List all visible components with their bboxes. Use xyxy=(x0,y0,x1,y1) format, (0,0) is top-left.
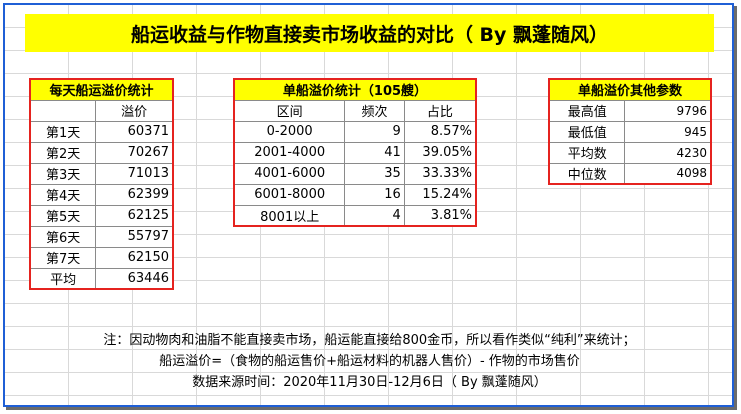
table-row: 第2天 70267 xyxy=(29,141,174,164)
percentage-cell: 15.24% xyxy=(403,183,477,206)
row-label: 第2天 xyxy=(29,141,97,164)
note-line: 注：因动物肉和油脂不能直接卖市场，船运能直接给800金币，所以看作类似“纯利”来… xyxy=(103,333,636,348)
column-header-percentage: 占比 xyxy=(403,99,477,122)
param-value: 4098 xyxy=(624,162,712,185)
row-label: 第1天 xyxy=(29,120,97,143)
range-cell: 6001-8000 xyxy=(233,183,346,206)
row-value: 70267 xyxy=(95,141,174,164)
note-line: 数据来源时间：2020年11月30日-12月6日（ By 飘蓬随风） xyxy=(192,375,547,390)
table-row: 中位数 4098 xyxy=(548,162,712,185)
table-row: 6001-8000 16 15.24% xyxy=(233,183,477,206)
row-value: 62399 xyxy=(95,183,174,206)
percentage-cell: 33.33% xyxy=(403,162,477,185)
column-header-frequency: 频次 xyxy=(344,99,405,122)
frequency-cell: 16 xyxy=(344,183,405,206)
ship-table-header: 单船溢价统计（105艘） xyxy=(233,78,477,101)
range-cell: 4001-6000 xyxy=(233,162,346,185)
frequency-cell: 35 xyxy=(344,162,405,185)
table-row: 最高值 9796 xyxy=(548,99,712,122)
ship-params-table: 单船溢价其他参数 最高值 9796 最低值 945 平均数 4230 中位数 4098 xyxy=(548,78,712,185)
table-row: 第1天 60371 xyxy=(29,120,174,143)
param-label: 最低值 xyxy=(548,120,626,143)
daily-premium-table: 每天船运溢价统计 溢价 第1天 60371 第2天 70267 第3天 71013 第… xyxy=(29,78,174,290)
row-label: 第5天 xyxy=(29,204,97,227)
footnotes: 注：因动物肉和油脂不能直接卖市场，船运能直接给800金币，所以看作类似“纯利”来… xyxy=(25,330,714,393)
page-title: 船运收益与作物直接卖市场收益的对比（ By 飘蓬随风） xyxy=(25,14,714,52)
frequency-cell: 41 xyxy=(344,141,405,164)
row-label: 第3天 xyxy=(29,162,97,185)
empty-cell xyxy=(29,99,97,122)
param-label: 最高值 xyxy=(548,99,626,122)
row-value: 55797 xyxy=(95,225,174,248)
range-cell: 0-2000 xyxy=(233,120,346,143)
range-cell: 2001-4000 xyxy=(233,141,346,164)
percentage-cell: 3.81% xyxy=(403,204,477,227)
row-value: 62150 xyxy=(95,246,174,269)
table-row: 平均数 4230 xyxy=(548,141,712,164)
table-row: 第7天 62150 xyxy=(29,246,174,269)
table-row: 4001-6000 35 33.33% xyxy=(233,162,477,185)
row-value: 62125 xyxy=(95,204,174,227)
param-label: 平均数 xyxy=(548,141,626,164)
row-label: 平均 xyxy=(29,267,97,290)
frequency-cell: 9 xyxy=(344,120,405,143)
table-row: 2001-4000 41 39.05% xyxy=(233,141,477,164)
note-line: 船运溢价=（食物的船运售价+船运材料的机器人售价）- 作物的市场售价 xyxy=(159,354,580,369)
param-label: 中位数 xyxy=(548,162,626,185)
row-value: 63446 xyxy=(95,267,174,290)
params-table-header: 单船溢价其他参数 xyxy=(548,78,712,101)
row-value: 71013 xyxy=(95,162,174,185)
table-row: 第3天 71013 xyxy=(29,162,174,185)
percentage-cell: 8.57% xyxy=(403,120,477,143)
average-row: 平均 63446 xyxy=(29,267,174,290)
frequency-cell: 4 xyxy=(344,204,405,227)
column-header-range: 区间 xyxy=(233,99,346,122)
param-value: 945 xyxy=(624,120,712,143)
table-row: 最低值 945 xyxy=(548,120,712,143)
percentage-cell: 39.05% xyxy=(403,141,477,164)
table-row: 第6天 55797 xyxy=(29,225,174,248)
param-value: 9796 xyxy=(624,99,712,122)
table-row: 第4天 62399 xyxy=(29,183,174,206)
row-label: 第4天 xyxy=(29,183,97,206)
table-row: 0-2000 9 8.57% xyxy=(233,120,477,143)
row-label: 第7天 xyxy=(29,246,97,269)
range-cell: 8001以上 xyxy=(233,204,346,227)
daily-table-header: 每天船运溢价统计 xyxy=(29,78,174,101)
param-value: 4230 xyxy=(624,141,712,164)
table-row: 第5天 62125 xyxy=(29,204,174,227)
ship-premium-table: 单船溢价统计（105艘） 区间 频次 占比 0-2000 9 8.57% 2001-… xyxy=(233,78,477,227)
table-row: 8001以上 4 3.81% xyxy=(233,204,477,227)
row-label: 第6天 xyxy=(29,225,97,248)
value-column-header: 溢价 xyxy=(95,99,174,122)
row-value: 60371 xyxy=(95,120,174,143)
